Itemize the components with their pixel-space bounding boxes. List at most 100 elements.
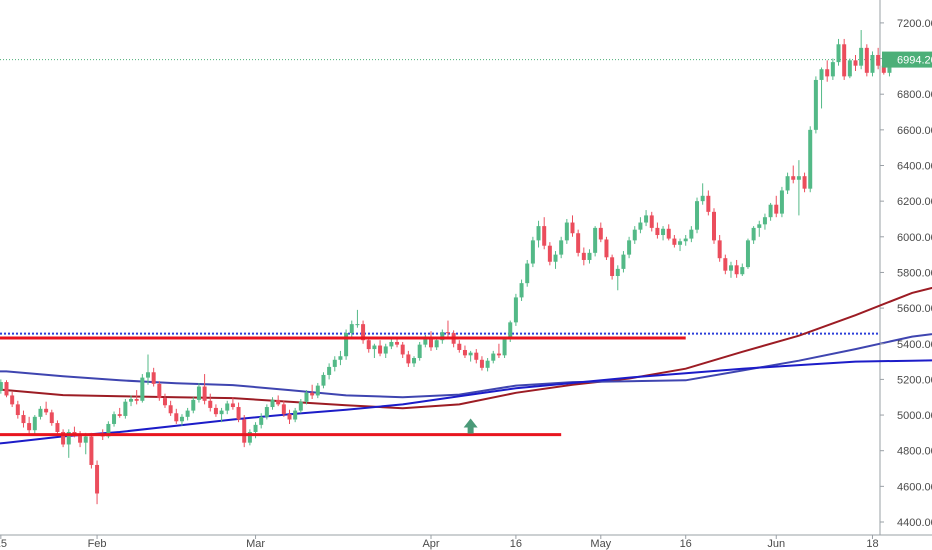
candle xyxy=(21,410,26,428)
candle-body xyxy=(55,423,60,432)
candle xyxy=(513,293,518,326)
candle-body xyxy=(412,358,417,364)
candle-body xyxy=(570,222,575,234)
x-tick-label: May xyxy=(590,538,611,550)
x-tick-label: Apr xyxy=(422,538,439,550)
candle xyxy=(621,251,626,273)
candle-body xyxy=(474,352,479,360)
candle-body xyxy=(253,424,258,432)
candle xyxy=(581,247,586,266)
candle-body xyxy=(242,419,247,443)
candle-body xyxy=(247,431,252,443)
candle-body xyxy=(349,324,354,334)
candle xyxy=(853,54,858,72)
candle xyxy=(802,172,807,193)
candle-body xyxy=(134,399,139,401)
candle-body xyxy=(293,410,298,420)
candle xyxy=(564,218,569,244)
candle-body xyxy=(196,386,201,400)
candle xyxy=(496,343,501,359)
candle-body xyxy=(417,344,422,359)
up-arrow-icon xyxy=(463,418,478,434)
candle xyxy=(734,259,739,278)
candle-body xyxy=(372,345,377,350)
candle xyxy=(655,222,660,239)
candle xyxy=(349,320,354,337)
candle xyxy=(638,217,643,234)
candle xyxy=(559,236,564,259)
candle xyxy=(468,350,473,362)
x-tick-label: 18 xyxy=(866,538,878,550)
candle-body xyxy=(598,227,603,240)
candle xyxy=(270,397,275,410)
candle-body xyxy=(32,416,37,431)
candle xyxy=(610,254,615,280)
candle xyxy=(355,309,360,328)
candle xyxy=(344,329,349,360)
y-tick-label: 5200.00 xyxy=(897,374,932,386)
candle xyxy=(649,211,654,232)
candle xyxy=(808,126,813,193)
candle-body xyxy=(859,47,864,66)
candle-body xyxy=(479,359,484,368)
candle xyxy=(479,356,484,371)
candle-body xyxy=(689,229,694,239)
candle-body xyxy=(123,401,128,416)
candle-body xyxy=(491,353,496,361)
candle xyxy=(723,254,728,275)
candles[interactable] xyxy=(0,30,892,505)
candle-body xyxy=(400,344,405,355)
candle xyxy=(185,407,190,421)
candle-body xyxy=(655,227,660,236)
candle xyxy=(38,406,43,420)
x-tick-label: 16 xyxy=(510,538,522,550)
candle xyxy=(457,340,462,353)
candle xyxy=(259,413,264,429)
candle-body xyxy=(202,386,207,401)
candle xyxy=(315,382,320,399)
candle-body xyxy=(395,341,400,345)
candle xyxy=(830,58,835,80)
candle xyxy=(876,47,881,70)
candle xyxy=(4,380,9,398)
candle-body xyxy=(796,176,801,180)
candle-body xyxy=(485,360,490,368)
candle-body xyxy=(225,403,230,411)
candle-body xyxy=(559,240,564,255)
candle xyxy=(587,249,592,264)
candle-body xyxy=(383,346,388,354)
candle xyxy=(247,429,252,446)
candle-body xyxy=(853,60,858,66)
candle-body xyxy=(542,226,547,246)
candle-body xyxy=(604,239,609,258)
candle-body xyxy=(700,195,705,202)
candle-body xyxy=(310,392,315,396)
candle-body xyxy=(440,332,445,341)
candle-body xyxy=(649,215,654,228)
candle xyxy=(219,407,224,423)
candle xyxy=(700,183,705,205)
candle-body xyxy=(21,415,26,424)
candle-body xyxy=(429,338,433,348)
candle xyxy=(604,236,609,260)
candle-body xyxy=(423,338,428,345)
candle xyxy=(225,400,230,415)
x-axis-labels: 15FebMarApr16May16Jun18Jul16Aug xyxy=(0,535,879,550)
candle xyxy=(712,208,716,244)
candle-body xyxy=(638,222,643,230)
current-price-label: 6994.20 xyxy=(897,55,932,67)
candle-body xyxy=(15,404,20,416)
candle xyxy=(298,399,303,414)
candle-body xyxy=(779,190,784,214)
candle xyxy=(10,391,15,408)
candle xyxy=(485,358,490,372)
candle-body xyxy=(508,322,513,339)
candle-body xyxy=(157,383,162,399)
horizontal-levels xyxy=(0,59,880,335)
candle-body xyxy=(27,423,32,431)
candle xyxy=(236,402,241,423)
candle-body xyxy=(315,385,320,396)
moving-average-line xyxy=(0,359,932,445)
